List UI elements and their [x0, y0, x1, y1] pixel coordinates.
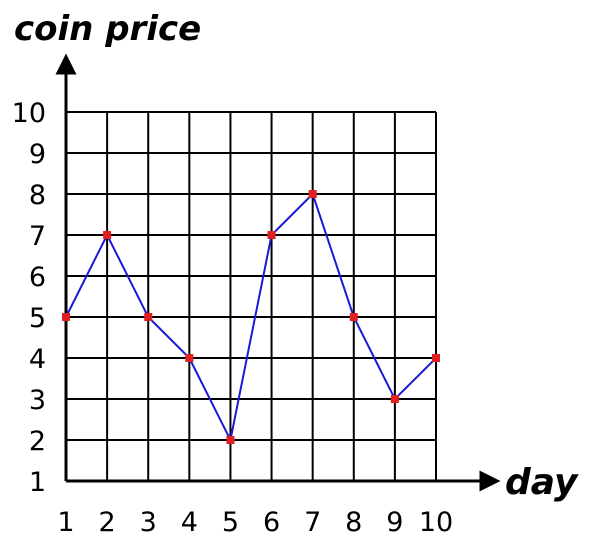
data-point: [103, 231, 112, 239]
data-point: [308, 190, 317, 198]
x-tick-label: 8: [345, 507, 362, 538]
data-point: [349, 313, 358, 321]
y-axis-label: coin price: [14, 9, 201, 49]
x-tick-label: 7: [304, 507, 321, 538]
y-tick-label: 5: [29, 303, 46, 334]
x-tick-label: 10: [419, 507, 453, 538]
grid: [66, 111, 437, 481]
data-point: [432, 354, 440, 362]
y-tick-label: 1: [29, 467, 46, 498]
x-tick-label: 3: [140, 507, 157, 538]
data-point: [62, 313, 70, 321]
data-points: [62, 190, 440, 444]
data-point: [144, 313, 153, 321]
x-tick-label: 1: [57, 507, 74, 538]
x-tick-label: 4: [181, 507, 198, 538]
x-tick-label: 6: [263, 507, 280, 538]
data-point: [267, 231, 276, 239]
x-axis-label: day: [505, 462, 579, 503]
x-tick-label: 2: [99, 507, 116, 538]
x-tick-label: 5: [222, 507, 239, 538]
y-tick-label: 8: [29, 180, 46, 211]
y-tick-labels: 1 2 3 4 5 6 7 8 9 10: [12, 98, 46, 498]
axes: [55, 53, 501, 492]
data-point: [185, 354, 194, 362]
y-tick-label: 3: [29, 385, 46, 416]
x-tick-labels: 1 2 3 4 5 6 7 8 9 10: [57, 507, 453, 538]
y-tick-label: 7: [29, 221, 46, 252]
y-tick-label: 2: [29, 426, 46, 457]
series-line: [65, 192, 437, 444]
data-point: [226, 436, 235, 444]
data-point: [390, 395, 399, 403]
y-tick-label: 6: [29, 262, 46, 293]
y-tick-label: 9: [29, 139, 46, 170]
y-tick-label: 4: [29, 344, 46, 375]
x-tick-label: 9: [386, 507, 403, 538]
y-tick-label: 10: [12, 98, 46, 129]
